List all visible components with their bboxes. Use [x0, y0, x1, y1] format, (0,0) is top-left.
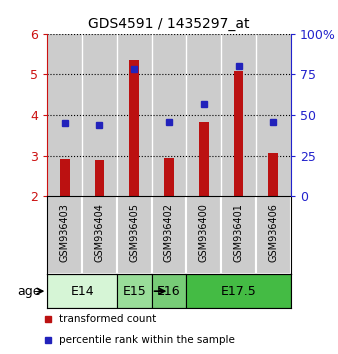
Text: GSM936403: GSM936403: [60, 203, 70, 262]
Bar: [152, 274, 186, 308]
Bar: [95, 160, 104, 196]
Text: E15: E15: [122, 285, 146, 298]
Text: E16: E16: [157, 285, 181, 298]
Bar: [256, 196, 291, 274]
Bar: [117, 34, 152, 196]
Text: transformed count: transformed count: [58, 314, 156, 324]
Bar: [221, 34, 256, 196]
Bar: [152, 196, 186, 274]
Bar: [60, 159, 70, 196]
Bar: [47, 274, 117, 308]
Bar: [186, 34, 221, 196]
Bar: [47, 34, 82, 196]
Bar: [152, 34, 186, 196]
Bar: [221, 196, 256, 274]
Bar: [186, 196, 221, 274]
Text: GSM936406: GSM936406: [268, 203, 278, 262]
Text: GSM936402: GSM936402: [164, 203, 174, 262]
Text: E17.5: E17.5: [221, 285, 257, 298]
Text: GSM936401: GSM936401: [234, 203, 244, 262]
Bar: [117, 274, 152, 308]
Bar: [164, 158, 174, 196]
Text: GSM936404: GSM936404: [94, 203, 104, 262]
Text: percentile rank within the sample: percentile rank within the sample: [58, 335, 235, 345]
Bar: [186, 274, 291, 308]
Bar: [82, 196, 117, 274]
Text: GSM936405: GSM936405: [129, 203, 139, 262]
Bar: [117, 196, 152, 274]
Bar: [47, 196, 82, 274]
Bar: [129, 60, 139, 196]
Bar: [256, 34, 291, 196]
Bar: [268, 153, 278, 196]
Bar: [234, 71, 243, 196]
Text: GSM936400: GSM936400: [199, 203, 209, 262]
Bar: [82, 34, 117, 196]
Bar: [199, 122, 209, 196]
Title: GDS4591 / 1435297_at: GDS4591 / 1435297_at: [88, 17, 250, 31]
Text: age: age: [17, 285, 41, 298]
Text: E14: E14: [70, 285, 94, 298]
